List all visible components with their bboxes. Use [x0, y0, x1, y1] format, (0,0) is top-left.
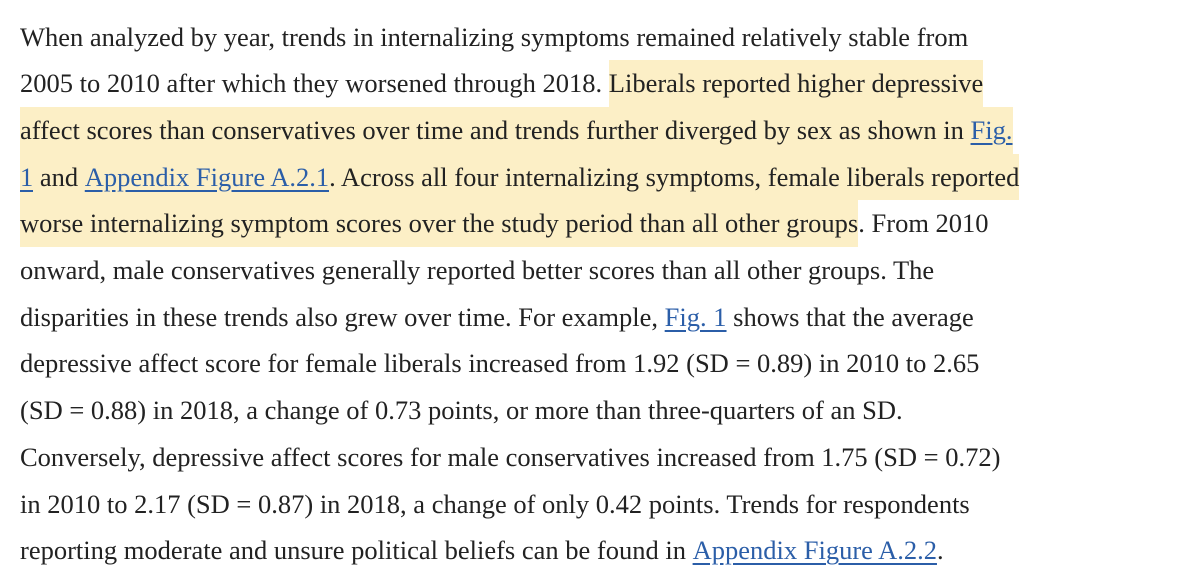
text: disparities in these trends also grew ov… [20, 301, 665, 332]
text: reporting moderate and unsure political … [20, 535, 693, 566]
text-line: 2005 to 2010 after which they worsened t… [20, 60, 984, 107]
link[interactable]: Fig. 1 [664, 301, 727, 332]
text-line: onward, male conservatives generally rep… [20, 247, 934, 294]
text-line: affect scores than conservatives over ti… [20, 106, 1013, 154]
text-line: worse internalizing symptom scores over … [20, 200, 989, 247]
text-line: (SD = 0.88) in 2018, a change of 0.73 po… [20, 387, 903, 434]
text-line: disparities in these trends also grew ov… [20, 294, 974, 341]
text: Conversely, depressive affect scores for… [20, 441, 1001, 472]
text: in 2010 to 2.17 (SD = 0.87) in 2018, a c… [20, 488, 970, 519]
highlighted-text: affect scores than conservatives over ti… [20, 106, 971, 154]
text: (SD = 0.88) in 2018, a change of 0.73 po… [20, 395, 903, 426]
link[interactable]: Appendix Figure A.2.2 [692, 535, 937, 566]
text: shows that the average [726, 301, 974, 332]
highlighted-text: and [33, 153, 85, 201]
text: . From 2010 [858, 208, 989, 239]
text-line: depressive affect score for female liber… [20, 340, 979, 387]
text-line: reporting moderate and unsure political … [20, 527, 944, 574]
text-line: When analyzed by year, trends in interna… [20, 14, 968, 61]
text-line: in 2010 to 2.17 (SD = 0.87) in 2018, a c… [20, 481, 970, 528]
text-line: 1 and Appendix Figure A.2.1. Across all … [20, 153, 1020, 201]
text: depressive affect score for female liber… [20, 348, 980, 379]
highlighted-text: worse internalizing symptom scores over … [20, 200, 859, 247]
link[interactable]: 1 [20, 153, 34, 201]
text: . [936, 535, 944, 566]
text: When analyzed by year, trends in interna… [20, 21, 969, 52]
text-line: Conversely, depressive affect scores for… [20, 434, 1000, 481]
highlighted-text: . Across all four internalizing symptoms… [329, 153, 1020, 201]
link[interactable]: Appendix Figure A.2.1 [84, 153, 330, 201]
text: onward, male conservatives generally rep… [20, 255, 935, 285]
link[interactable]: Fig. [970, 106, 1013, 154]
text: 2005 to 2010 after which they worsened t… [20, 68, 609, 99]
highlighted-text: Liberals reported higher depressive [608, 60, 984, 107]
